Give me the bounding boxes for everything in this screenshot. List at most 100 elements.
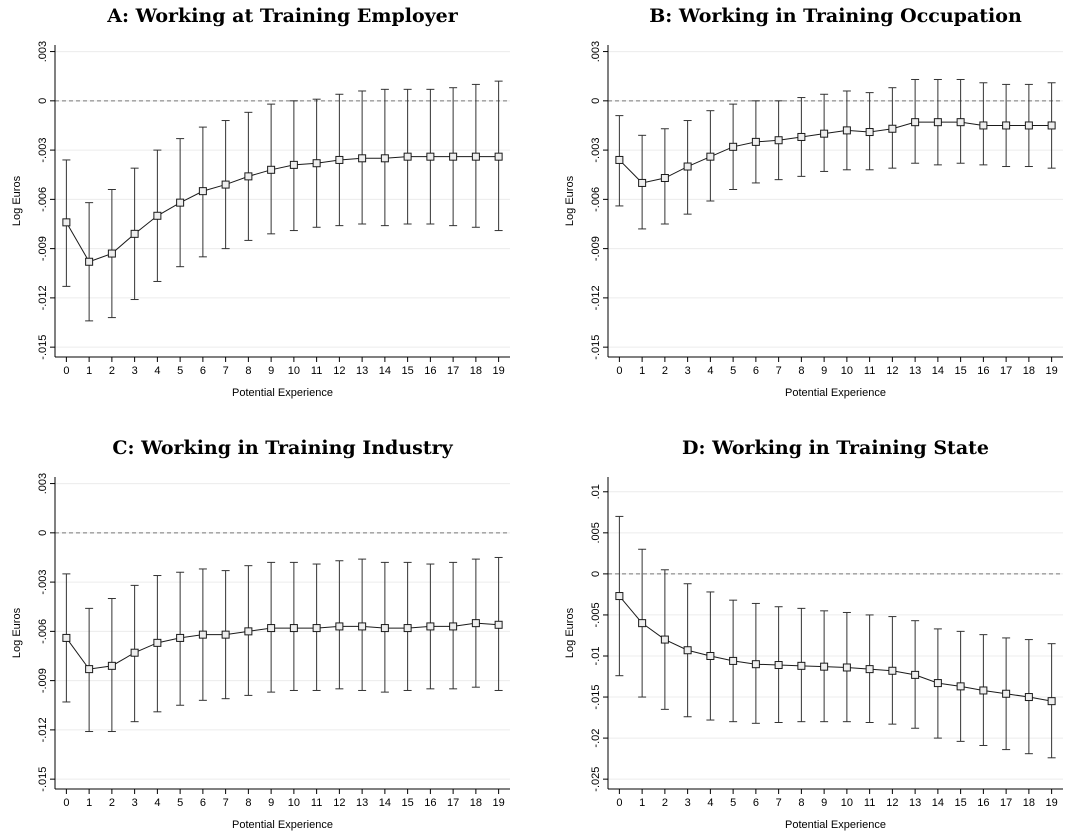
x-tick-label: 15 bbox=[402, 365, 414, 377]
point-marker bbox=[888, 666, 897, 675]
x-tick-label: 1 bbox=[639, 365, 645, 377]
x-tick-label: 17 bbox=[1000, 797, 1012, 809]
point-marker bbox=[911, 118, 920, 127]
y-tick-label: .003 bbox=[37, 41, 49, 62]
x-tick-label: 5 bbox=[177, 365, 183, 377]
x-tick-label: 14 bbox=[932, 797, 944, 809]
point-marker bbox=[62, 218, 71, 227]
x-tick-label: 7 bbox=[776, 797, 782, 809]
x-tick-label: 13 bbox=[909, 365, 921, 377]
point-marker bbox=[289, 624, 298, 633]
y-tick-label: -.012 bbox=[590, 285, 602, 310]
x-tick-label: 8 bbox=[798, 365, 804, 377]
y-tick-label: -.025 bbox=[590, 767, 602, 792]
point-marker bbox=[130, 229, 139, 238]
point-marker bbox=[888, 124, 897, 133]
x-tick-label: 18 bbox=[1023, 797, 1035, 809]
y-tick-label: -.009 bbox=[590, 236, 602, 261]
point-marker bbox=[683, 646, 692, 655]
y-tick-label: .01 bbox=[590, 484, 602, 499]
point-marker bbox=[335, 622, 344, 631]
point-marker bbox=[1024, 121, 1033, 130]
x-tick-label: 10 bbox=[288, 365, 300, 377]
x-tick-label: 6 bbox=[753, 797, 759, 809]
x-tick-label: 16 bbox=[424, 365, 436, 377]
x-tick-label: 5 bbox=[177, 797, 183, 809]
point-marker bbox=[933, 679, 942, 688]
panel: B: Working in Training Occupation Log Eur… bbox=[564, 5, 1063, 399]
y-tick-label: -.012 bbox=[37, 285, 49, 310]
point-marker bbox=[911, 670, 920, 679]
x-tick-label: 11 bbox=[864, 365, 875, 377]
y-tick-label: -.015 bbox=[37, 335, 49, 360]
point-marker bbox=[706, 152, 715, 161]
chart-title: A: Working at Training Employer bbox=[106, 5, 459, 27]
x-tick-label: 2 bbox=[109, 797, 115, 809]
point-marker bbox=[1047, 121, 1056, 130]
x-axis-label: Potential Experience bbox=[785, 387, 886, 399]
point-marker bbox=[289, 160, 298, 169]
series-line bbox=[65, 156, 499, 263]
point-marker bbox=[774, 136, 783, 145]
x-tick-label: 7 bbox=[223, 365, 229, 377]
y-tick-label: .003 bbox=[590, 41, 602, 62]
x-tick-label: 14 bbox=[379, 365, 391, 377]
point-marker bbox=[312, 624, 321, 633]
x-tick-label: 11 bbox=[311, 797, 322, 809]
y-axis-label: Log Euros bbox=[564, 607, 576, 658]
chart-title: C: Working in Training Industry bbox=[112, 437, 453, 459]
point-marker bbox=[426, 622, 435, 631]
x-tick-label: 17 bbox=[1000, 365, 1012, 377]
x-tick-label: 9 bbox=[268, 365, 274, 377]
x-tick-label: 1 bbox=[86, 365, 92, 377]
x-tick-label: 3 bbox=[132, 365, 138, 377]
x-tick-label: 16 bbox=[977, 365, 989, 377]
point-marker bbox=[449, 152, 458, 161]
y-tick-label: -.01 bbox=[590, 647, 602, 666]
point-marker bbox=[729, 656, 738, 665]
point-marker bbox=[1002, 121, 1011, 130]
point-marker bbox=[820, 129, 829, 138]
x-tick-label: 12 bbox=[333, 365, 345, 377]
point-marker bbox=[660, 174, 669, 183]
y-tick-label: 0 bbox=[37, 530, 49, 536]
point-marker bbox=[335, 155, 344, 164]
y-axis-label: Log Euros bbox=[11, 175, 23, 226]
x-tick-label: 18 bbox=[470, 365, 482, 377]
x-tick-label: 5 bbox=[730, 797, 736, 809]
point-marker bbox=[774, 661, 783, 670]
y-tick-label: -.003 bbox=[37, 138, 49, 163]
point-marker bbox=[358, 154, 367, 163]
x-tick-label: 10 bbox=[841, 365, 853, 377]
point-marker bbox=[638, 178, 647, 187]
x-tick-label: 1 bbox=[639, 797, 645, 809]
x-tick-label: 7 bbox=[223, 797, 229, 809]
x-tick-label: 16 bbox=[977, 797, 989, 809]
x-tick-label: 15 bbox=[955, 797, 967, 809]
point-marker bbox=[176, 198, 185, 207]
point-marker bbox=[842, 663, 851, 672]
point-marker bbox=[221, 630, 230, 639]
x-axis-label: Potential Experience bbox=[785, 819, 886, 831]
point-marker bbox=[403, 152, 412, 161]
point-marker bbox=[267, 165, 276, 174]
point-marker bbox=[471, 152, 480, 161]
x-axis-label: Potential Experience bbox=[232, 387, 333, 399]
x-tick-label: 12 bbox=[333, 797, 345, 809]
y-tick-label: -.003 bbox=[37, 570, 49, 595]
point-marker bbox=[751, 137, 760, 146]
point-marker bbox=[494, 620, 503, 629]
x-tick-label: 9 bbox=[821, 365, 827, 377]
point-marker bbox=[449, 622, 458, 631]
point-marker bbox=[244, 172, 253, 181]
point-marker bbox=[660, 635, 669, 644]
x-tick-label: 14 bbox=[379, 797, 391, 809]
y-tick-label: 0 bbox=[590, 98, 602, 104]
point-marker bbox=[426, 152, 435, 161]
x-tick-label: 2 bbox=[109, 365, 115, 377]
panel: A: Working at Training Employer Log Euros… bbox=[11, 5, 510, 399]
chart-title: D: Working in Training State bbox=[682, 437, 989, 459]
point-marker bbox=[107, 661, 116, 670]
y-axis-label: Log Euros bbox=[564, 175, 576, 226]
x-tick-label: 3 bbox=[685, 797, 691, 809]
